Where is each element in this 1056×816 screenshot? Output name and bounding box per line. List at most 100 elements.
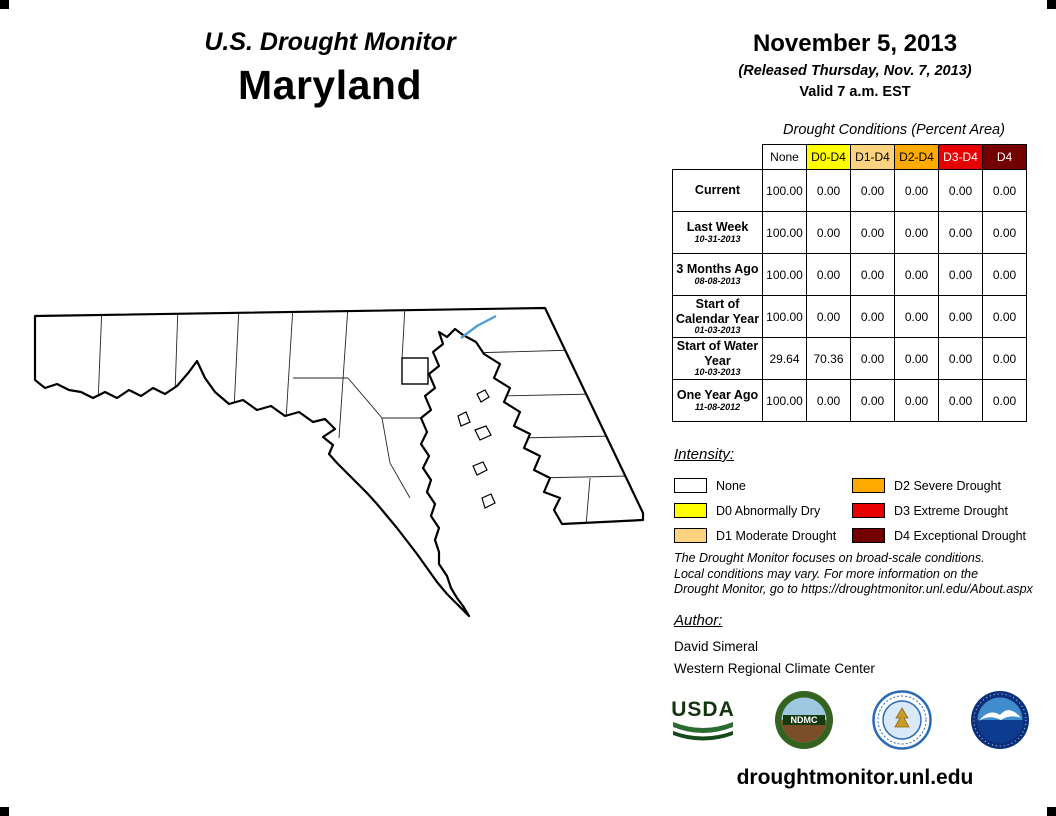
column-header-d2-d4: D2-D4 (894, 144, 939, 170)
table-cell: 100.00 (762, 295, 807, 338)
usda-logo: USDA (670, 699, 736, 742)
column-header-d0-d4: D0-D4 (806, 144, 851, 170)
table-row-last-week: Last Week 10-31-2013 100.00 0.00 0.00 0.… (672, 211, 1027, 254)
corner-mark (0, 0, 9, 9)
legend-label: D2 Severe Drought (894, 478, 1002, 493)
legend-label: None (716, 478, 746, 493)
legend-swatch-d4 (852, 528, 885, 543)
drought-table: None D0-D4 D1-D4 D2-D4 D3-D4 D4 Current … (672, 144, 1027, 422)
valid-time: Valid 7 a.m. EST (799, 84, 911, 100)
corner-mark (1047, 807, 1056, 816)
county-borders (97, 308, 631, 527)
table-cell: 0.00 (806, 169, 851, 212)
agency-logos: USDA NDMC (670, 690, 1030, 750)
table-cell: 0.00 (894, 337, 939, 380)
table-title: Drought Conditions (Percent Area) (783, 122, 1005, 138)
row-label: 3 Months Ago 08-08-2013 (672, 253, 763, 296)
table-cell: 100.00 (762, 169, 807, 212)
table-cell: 0.00 (982, 337, 1027, 380)
maryland-map-svg (33, 306, 645, 618)
legend-item-d1: D1 Moderate Drought (674, 523, 852, 548)
disclaimer: The Drought Monitor focuses on broad-sca… (674, 551, 1033, 598)
table-corner-cell (673, 145, 763, 170)
table-cell: 0.00 (982, 169, 1027, 212)
website-url: droughtmonitor.unl.edu (736, 766, 974, 789)
table-cell: 0.00 (938, 211, 983, 254)
noaa-seal-icon (971, 691, 1029, 749)
commerce-logo (872, 690, 932, 750)
table-cell: 0.00 (938, 253, 983, 296)
author-name: David Simeral (674, 639, 759, 654)
ndmc-wordmark: NDMC (791, 715, 818, 725)
legend-label: D1 Moderate Drought (716, 528, 837, 543)
table-cell: 0.00 (850, 253, 895, 296)
table-cell: 0.00 (894, 169, 939, 212)
table-row-start-water-year: Start of Water Year 10-03-2013 29.64 70.… (672, 337, 1027, 380)
table-cell: 0.00 (982, 253, 1027, 296)
row-label: Current (672, 169, 763, 212)
disclaimer-line: Drought Monitor, go to https://droughtmo… (674, 582, 1033, 597)
row-label: Start of Water Year 10-03-2013 (672, 337, 763, 380)
report-title: U.S. Drought Monitor (204, 28, 456, 56)
column-header-d3-d4: D3-D4 (938, 144, 983, 170)
usda-swoosh-icon (673, 721, 733, 740)
table-cell: 0.00 (850, 379, 895, 422)
legend-label: D4 Exceptional Drought (894, 528, 1027, 543)
legend-item-d0: D0 Abnormally Dry (674, 498, 852, 523)
legend-item-d3: D3 Extreme Drought (852, 498, 1032, 523)
table-cell: 0.00 (938, 169, 983, 212)
table-cell: 0.00 (850, 295, 895, 338)
table-header-row: None D0-D4 D1-D4 D2-D4 D3-D4 D4 (673, 144, 1027, 170)
column-header-d4: D4 (982, 144, 1027, 170)
baltimore-city-outline (401, 357, 429, 385)
table-cell: 0.00 (806, 295, 851, 338)
row-label: One Year Ago 11-08-2012 (672, 379, 763, 422)
ndmc-logo: NDMC (774, 690, 834, 750)
noaa-logo (970, 690, 1030, 750)
legend-swatch-d3 (852, 503, 885, 518)
usda-wordmark: USDA (671, 697, 735, 721)
legend-label: D3 Extreme Drought (894, 503, 1008, 518)
legend-swatch-d2 (852, 478, 885, 493)
table-cell: 0.00 (894, 379, 939, 422)
row-label: Last Week 10-31-2013 (672, 211, 763, 254)
report-title-block: U.S. Drought Monitor Maryland (80, 28, 580, 109)
legend-item-none: None (674, 473, 852, 498)
state-outline (33, 306, 645, 618)
table-cell: 0.00 (850, 169, 895, 212)
table-cell: 0.00 (938, 379, 983, 422)
table-cell: 0.00 (894, 211, 939, 254)
table-cell: 0.00 (850, 337, 895, 380)
author-organization: Western Regional Climate Center (674, 661, 875, 676)
map-date: November 5, 2013 (752, 30, 958, 57)
table-cell: 0.00 (806, 379, 851, 422)
corner-mark (1047, 0, 1056, 9)
intensity-legend: Intensity: None D0 Abnormally Dry D1 Mod… (674, 446, 1032, 548)
table-cell: 70.36 (806, 337, 851, 380)
author-heading: Author: (674, 612, 723, 629)
table-cell: 0.00 (850, 211, 895, 254)
table-row-start-calendar-year: Start of Calendar Year 01-03-2013 100.00… (672, 295, 1027, 338)
state-name: Maryland (238, 62, 422, 108)
table-cell: 0.00 (982, 379, 1027, 422)
table-cell: 100.00 (762, 379, 807, 422)
legend-swatch-none (674, 478, 707, 493)
row-label: Start of Calendar Year 01-03-2013 (672, 295, 763, 338)
disclaimer-line: Local conditions may vary. For more info… (674, 566, 979, 581)
legend-item-d2: D2 Severe Drought (852, 473, 1032, 498)
released-date: (Released Thursday, Nov. 7, 2013) (738, 63, 972, 79)
table-cell: 0.00 (938, 337, 983, 380)
table-cell: 0.00 (894, 295, 939, 338)
ndmc-seal-icon: NDMC (775, 691, 833, 749)
table-cell: 100.00 (762, 253, 807, 296)
report-date-block: November 5, 2013 (Released Thursday, Nov… (700, 30, 1010, 100)
commerce-seal-icon (872, 690, 932, 750)
bay-islands (457, 389, 496, 509)
table-cell: 29.64 (762, 337, 807, 380)
legend-grid: None D0 Abnormally Dry D1 Moderate Droug… (674, 473, 1032, 548)
column-header-d1-d4: D1-D4 (850, 144, 895, 170)
table-cell: 0.00 (982, 295, 1027, 338)
maryland-map (30, 298, 650, 633)
legend-item-d4: D4 Exceptional Drought (852, 523, 1032, 548)
